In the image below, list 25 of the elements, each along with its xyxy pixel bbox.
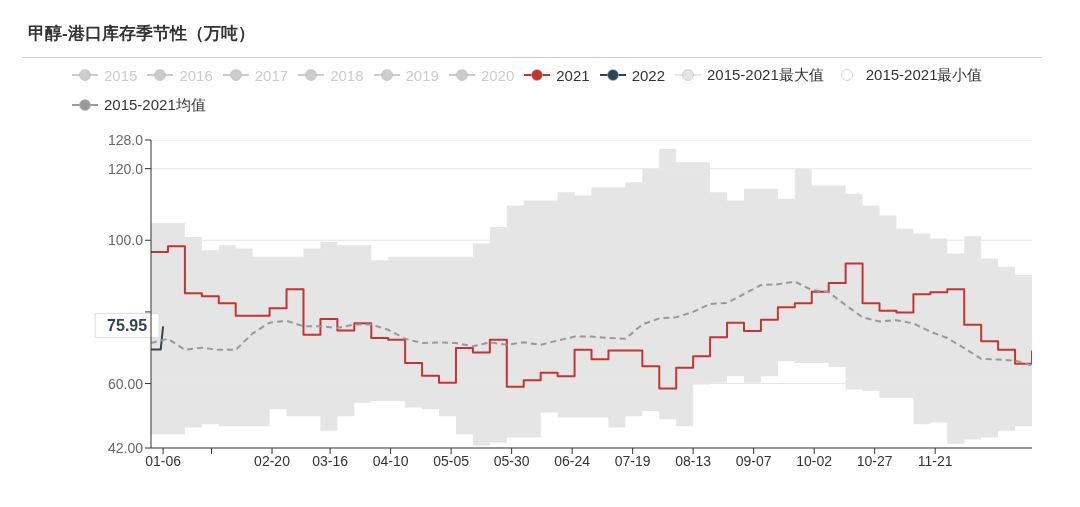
chart-title: 甲醇-港口库存季节性（万吨） <box>28 23 255 45</box>
y-tick-label: 120.0 <box>107 160 144 177</box>
x-tick-label: 03-16 <box>312 452 349 469</box>
legend-label: 2015-2021均值 <box>104 95 206 115</box>
x-tick-label: 02-20 <box>254 452 291 469</box>
x-tick-label: 08-13 <box>675 452 712 469</box>
legend-label: 2015-2021最大值 <box>707 65 824 85</box>
y-tick-label: 60.00 <box>107 375 144 392</box>
legend-label: 2022 <box>631 66 665 84</box>
x-tick-label: 10-27 <box>856 452 893 469</box>
x-tick-label: 11-21 <box>917 452 953 469</box>
x-tick-label: 01-06 <box>145 452 182 469</box>
x-tick-label: 05-05 <box>433 452 470 469</box>
x-tick-label: 06-24 <box>554 452 591 469</box>
y-tick-label: 128.0 <box>107 131 144 148</box>
x-tick-label: 10-02 <box>796 452 833 469</box>
y-tick-label: 42.00 <box>107 439 144 456</box>
data-label: 75.95 <box>107 317 148 335</box>
legend-label: 2015-2021最小值 <box>865 65 983 85</box>
x-tick-label: 07-19 <box>614 452 651 469</box>
x-tick-label: 04-10 <box>372 452 409 469</box>
legend-label: 2021 <box>556 66 590 84</box>
y-tick-label: 100.0 <box>107 232 144 249</box>
x-tick-label: 05-30 <box>493 452 530 469</box>
x-tick-label: 09-07 <box>735 452 772 469</box>
